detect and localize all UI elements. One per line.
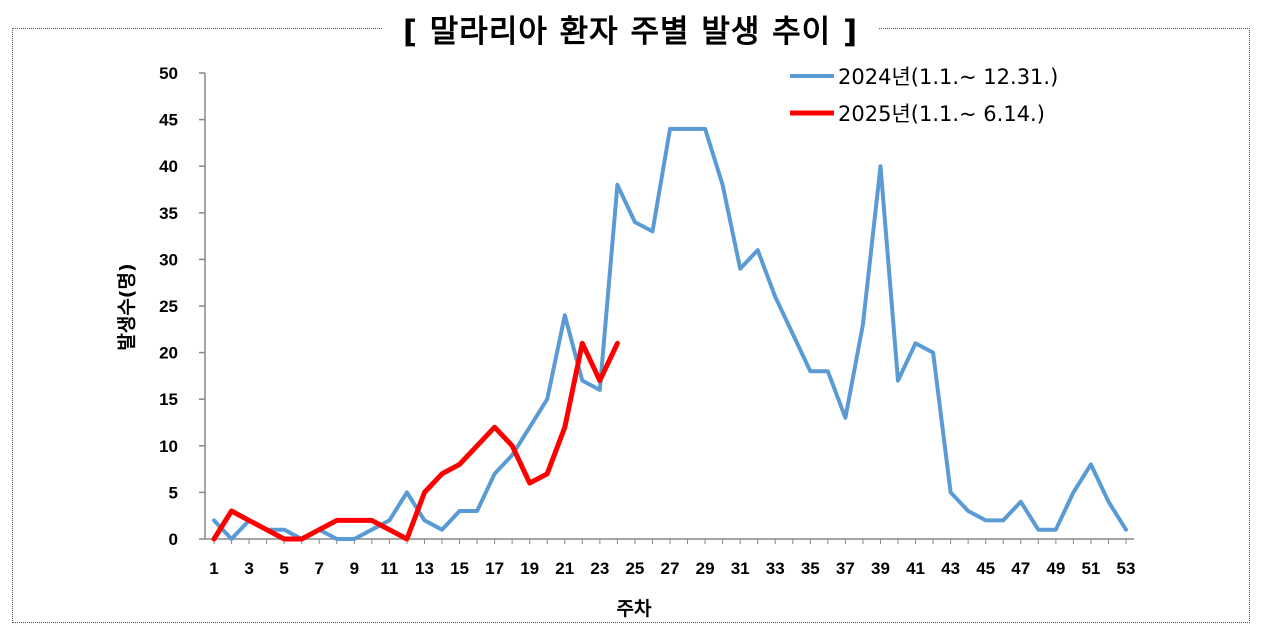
x-tick-label: 29: [696, 559, 715, 578]
y-tick-label: 50: [159, 64, 178, 83]
x-tick-label: 33: [766, 559, 785, 578]
x-tick-label: 27: [661, 559, 680, 578]
legend-label: 2025년(1.1.~ 6.14.): [838, 102, 1045, 126]
x-tick-label: 43: [941, 559, 960, 578]
x-tick-label: 51: [1081, 559, 1100, 578]
x-tick-label: 41: [906, 559, 925, 578]
series-lines: [211, 126, 1128, 542]
y-tick-label: 40: [159, 157, 178, 176]
x-tick-label: 1: [209, 559, 218, 578]
x-tick-label: 3: [244, 559, 253, 578]
x-tick-label: 13: [415, 559, 434, 578]
y-axis-label: 발생수(명): [116, 263, 138, 350]
y-tick-label: 35: [159, 204, 178, 223]
x-tick-label: 5: [279, 559, 288, 578]
x-tick-label: 19: [520, 559, 539, 578]
x-tick-label: 25: [625, 559, 644, 578]
x-tick-label: 45: [976, 559, 995, 578]
legend: 2024년(1.1.~ 12.31.) 2025년(1.1.~ 6.14.): [790, 65, 1058, 126]
x-tick-labels: 1 3 5 7 9 11 13 15 17 19 21 23 25 27 29 31 33 35 37 39 41 43 4…: [209, 559, 1135, 578]
axes: [199, 72, 1134, 544]
x-axis-label: 주차: [617, 598, 652, 620]
x-tick-label: 39: [871, 559, 890, 578]
y-tick-label: 15: [159, 390, 178, 409]
y-tick-label: 25: [159, 297, 178, 316]
x-tick-label: 11: [380, 559, 398, 578]
x-tick-label: 9: [350, 559, 359, 578]
y-tick-label: 45: [159, 111, 178, 130]
x-tick-label: 21: [555, 559, 574, 578]
x-tick-label: 31: [731, 559, 750, 578]
x-tick-label: 23: [590, 559, 609, 578]
x-tick-label: 7: [314, 559, 323, 578]
series-line-1: [212, 126, 1128, 541]
x-tick-label: 37: [836, 559, 855, 578]
x-tick-label: 15: [450, 559, 469, 578]
series-line-2: [211, 340, 620, 542]
y-tick-label: 30: [159, 250, 178, 269]
y-tick-labels: 0 5 10 15 20 25 30 35 40 45 50: [159, 64, 178, 549]
x-tick-label: 17: [485, 559, 504, 578]
y-tick-label: 5: [169, 483, 178, 502]
legend-label: 2024년(1.1.~ 12.31.): [838, 65, 1058, 89]
y-tick-label: 0: [169, 530, 178, 549]
y-tick-label: 10: [159, 437, 178, 456]
y-tick-label: 20: [159, 344, 178, 363]
x-tick-label: 35: [801, 559, 820, 578]
x-tick-label: 47: [1011, 559, 1030, 578]
x-tick-label: 49: [1046, 559, 1065, 578]
x-tick-label: 53: [1117, 559, 1136, 578]
